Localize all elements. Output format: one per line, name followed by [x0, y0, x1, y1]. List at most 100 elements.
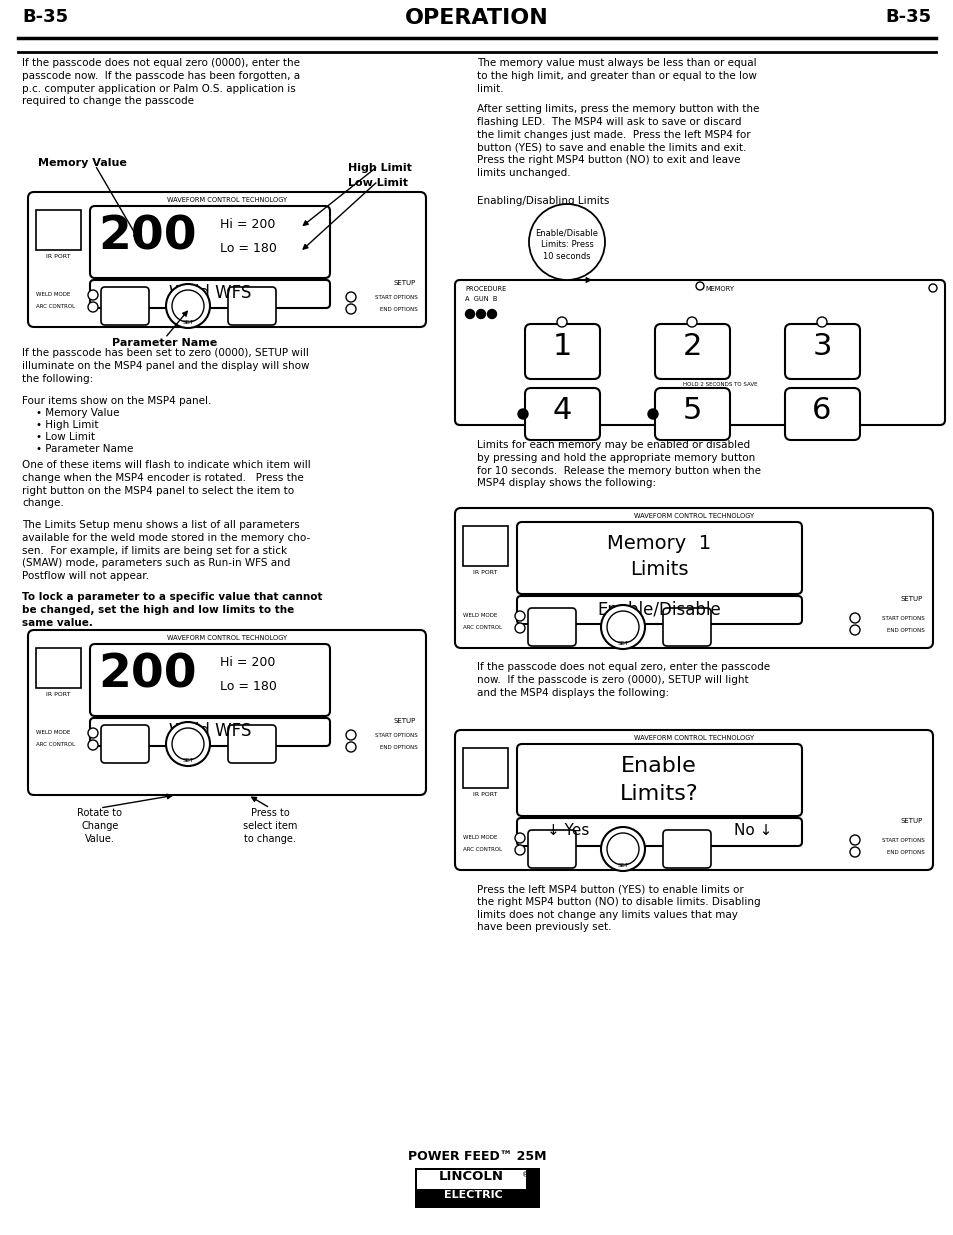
- Text: Lo = 180: Lo = 180: [220, 680, 276, 693]
- Circle shape: [88, 727, 98, 739]
- Text: Limits: Limits: [629, 559, 687, 579]
- Text: Enabling/Disabling Limits: Enabling/Disabling Limits: [476, 196, 609, 206]
- Text: END OPTIONS: END OPTIONS: [886, 629, 924, 634]
- Circle shape: [600, 605, 644, 650]
- Circle shape: [346, 742, 355, 752]
- Text: 4: 4: [552, 396, 571, 425]
- Text: OPERATION: OPERATION: [405, 7, 548, 28]
- Text: Low Limit: Low Limit: [348, 178, 408, 188]
- Text: 200: 200: [98, 214, 196, 259]
- Text: IR PORT: IR PORT: [46, 254, 71, 259]
- Circle shape: [928, 284, 936, 291]
- Text: Lo = 180: Lo = 180: [220, 242, 276, 254]
- FancyBboxPatch shape: [455, 280, 944, 425]
- Text: SET: SET: [182, 320, 193, 325]
- Text: START OPTIONS: START OPTIONS: [375, 734, 417, 739]
- Text: Rotate to
Change
Value.: Rotate to Change Value.: [77, 808, 122, 844]
- Text: Limits: Press: Limits: Press: [540, 240, 593, 249]
- FancyBboxPatch shape: [524, 324, 599, 379]
- Text: ELECTRIC: ELECTRIC: [443, 1191, 502, 1200]
- Text: If the passcode does not equal zero, enter the passcode
now.  If the passcode is: If the passcode does not equal zero, ent…: [476, 662, 769, 698]
- Text: END OPTIONS: END OPTIONS: [380, 308, 417, 312]
- FancyBboxPatch shape: [517, 597, 801, 624]
- Text: Press the left MSP4 button (YES) to enable limits or
the right MSP4 button (NO) : Press the left MSP4 button (YES) to enab…: [476, 884, 760, 932]
- Text: END OPTIONS: END OPTIONS: [380, 745, 417, 750]
- FancyBboxPatch shape: [527, 608, 576, 646]
- Text: LINCOLN: LINCOLN: [438, 1170, 503, 1183]
- Circle shape: [476, 310, 485, 319]
- Circle shape: [346, 304, 355, 314]
- Text: IR PORT: IR PORT: [473, 792, 497, 797]
- Circle shape: [465, 310, 474, 319]
- FancyBboxPatch shape: [662, 608, 710, 646]
- Text: ARC CONTROL: ARC CONTROL: [36, 742, 75, 747]
- Text: SETUP: SETUP: [394, 718, 416, 724]
- Text: If the passcode does not equal zero (0000), enter the
passcode now.  If the pass: If the passcode does not equal zero (000…: [22, 58, 300, 106]
- Text: ARC CONTROL: ARC CONTROL: [36, 304, 75, 309]
- Text: Memory Value: Memory Value: [38, 158, 127, 168]
- Circle shape: [166, 722, 210, 766]
- Bar: [36, 648, 81, 688]
- Text: SETUP: SETUP: [900, 597, 923, 601]
- Text: IR PORT: IR PORT: [46, 692, 71, 697]
- Text: START OPTIONS: START OPTIONS: [375, 295, 417, 300]
- FancyBboxPatch shape: [101, 725, 149, 763]
- Text: START OPTIONS: START OPTIONS: [882, 616, 924, 621]
- Text: High Limit: High Limit: [348, 163, 412, 173]
- Text: 5: 5: [681, 396, 701, 425]
- FancyBboxPatch shape: [90, 280, 330, 308]
- Circle shape: [816, 317, 826, 327]
- Text: WELD MODE: WELD MODE: [36, 730, 71, 735]
- Text: WAVEFORM CONTROL TECHNOLOGY: WAVEFORM CONTROL TECHNOLOGY: [634, 513, 753, 519]
- Text: END OPTIONS: END OPTIONS: [886, 850, 924, 855]
- Text: IR PORT: IR PORT: [473, 571, 497, 576]
- Circle shape: [557, 317, 566, 327]
- Circle shape: [172, 727, 204, 760]
- Circle shape: [515, 622, 524, 634]
- Text: PROCEDURE: PROCEDURE: [464, 287, 506, 291]
- Text: 200: 200: [98, 652, 196, 697]
- Circle shape: [515, 611, 524, 621]
- FancyBboxPatch shape: [524, 388, 599, 440]
- FancyBboxPatch shape: [101, 287, 149, 325]
- FancyBboxPatch shape: [455, 508, 932, 648]
- FancyBboxPatch shape: [90, 206, 330, 278]
- FancyBboxPatch shape: [662, 830, 710, 868]
- Circle shape: [487, 310, 496, 319]
- FancyBboxPatch shape: [527, 830, 576, 868]
- Circle shape: [849, 613, 859, 622]
- Circle shape: [606, 611, 639, 643]
- FancyBboxPatch shape: [228, 287, 275, 325]
- Circle shape: [166, 284, 210, 329]
- FancyBboxPatch shape: [655, 324, 729, 379]
- Bar: [36, 210, 81, 249]
- Text: Limits for each memory may be enabled or disabled
by pressing and hold the appro: Limits for each memory may be enabled or…: [476, 440, 760, 488]
- Text: 2: 2: [681, 332, 701, 361]
- Text: The Limits Setup menu shows a list of all parameters
available for the weld mode: The Limits Setup menu shows a list of al…: [22, 520, 310, 582]
- Text: WELD MODE: WELD MODE: [462, 835, 497, 840]
- FancyBboxPatch shape: [517, 743, 801, 816]
- Circle shape: [606, 832, 639, 864]
- Circle shape: [696, 282, 703, 290]
- Text: WELD MODE: WELD MODE: [462, 613, 497, 618]
- Text: Weld WFS: Weld WFS: [169, 722, 251, 740]
- Text: Enable/Disable: Enable/Disable: [535, 228, 598, 237]
- Text: One of these items will flash to indicate which item will
change when the MSP4 e: One of these items will flash to indicat…: [22, 459, 311, 509]
- Text: B-35: B-35: [885, 7, 931, 26]
- Text: The memory value must always be less than or equal
to the high limit, and greate: The memory value must always be less tha…: [476, 58, 756, 94]
- Circle shape: [849, 835, 859, 845]
- Text: 1: 1: [552, 332, 571, 361]
- Text: WAVEFORM CONTROL TECHNOLOGY: WAVEFORM CONTROL TECHNOLOGY: [167, 198, 287, 203]
- Bar: [462, 526, 507, 566]
- Circle shape: [517, 409, 527, 419]
- Bar: [415, 1168, 539, 1208]
- Text: • Low Limit: • Low Limit: [36, 432, 95, 442]
- Text: SETUP: SETUP: [900, 818, 923, 824]
- FancyBboxPatch shape: [784, 324, 859, 379]
- Bar: [416, 1170, 525, 1189]
- Circle shape: [88, 740, 98, 750]
- Circle shape: [849, 625, 859, 635]
- Text: 10 seconds: 10 seconds: [542, 252, 590, 261]
- Circle shape: [172, 290, 204, 322]
- Text: WELD MODE: WELD MODE: [36, 291, 71, 296]
